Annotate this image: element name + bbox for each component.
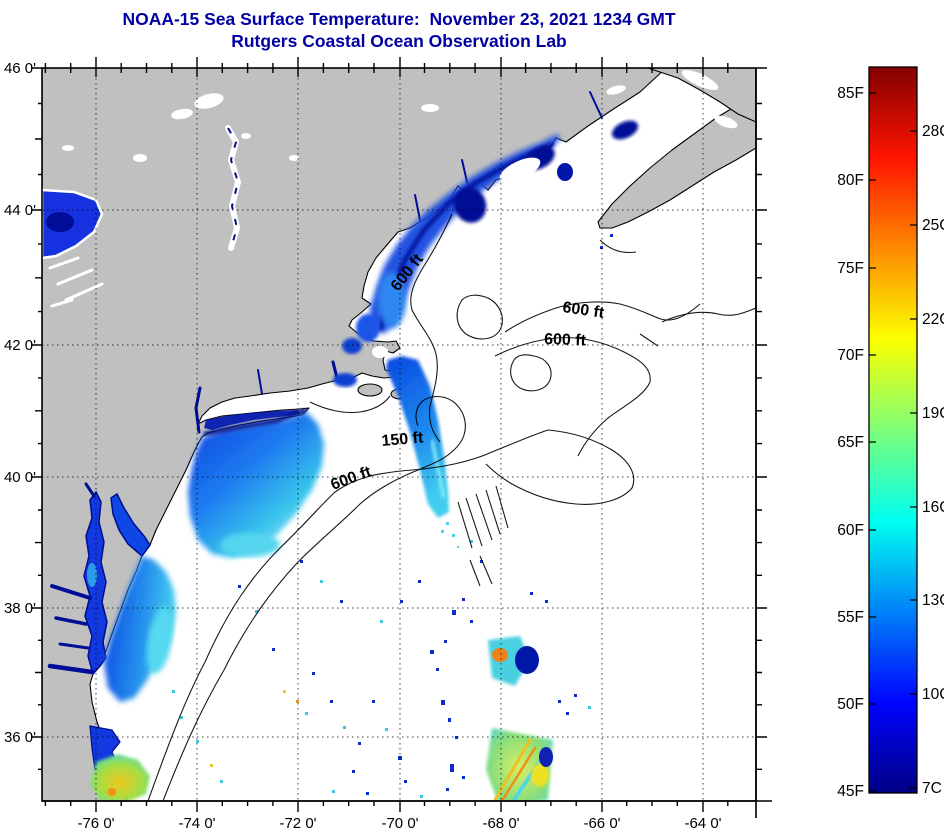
x-tick-label: -66 0' [583, 815, 620, 832]
sst-small-orange [492, 648, 508, 662]
sst-buzzards-bay [333, 373, 357, 387]
minas-basin [714, 115, 738, 129]
cloud-slashes [48, 256, 104, 308]
island-marthas-vineyard [357, 383, 383, 397]
lake-champlain-water [227, 127, 240, 249]
sst-hatteras-orange [108, 788, 116, 796]
colorbar-celsius-labels: 28C 25C 22C 19C 16C 13C 10C 7C [922, 123, 944, 797]
colorbar-c-label: 28C [922, 123, 944, 140]
contour-label-600ft-gulf-lower: 600 ft [544, 331, 587, 349]
colorbar-c-label: 13C [922, 592, 944, 609]
title-block: NOAA-15 Sea Surface Temperature: Novembe… [122, 9, 675, 51]
sst-speckles [172, 234, 613, 798]
sst-streaky-navy [539, 747, 553, 767]
sst-small-navy [515, 646, 539, 674]
contour-label-150ft: 150 ft [381, 429, 425, 450]
lake-ontario-cold-core [46, 212, 74, 232]
colorbar-ticks [869, 92, 917, 792]
colorbar-gradient [868, 66, 918, 794]
sst-penobscot-cold [453, 187, 487, 223]
colorbar-c-label: 22C [922, 311, 944, 328]
sst-plume-cyan-edge [220, 533, 280, 557]
sst-fundy-cold [611, 120, 639, 140]
y-tick-label: 42 0' [4, 337, 36, 354]
sst-ny-bight-plume [188, 412, 324, 558]
colorbar-f-label: 65F [837, 434, 864, 451]
y-tick-label: 38 0' [4, 600, 36, 617]
colorbar-f-label: 85F [837, 85, 864, 102]
colorbar-fahrenheit-labels: 85F 80F 75F 70F 65F 60F 55F 50F 45F [837, 85, 864, 800]
depth-contours [147, 213, 756, 801]
cape-cod-bay [372, 346, 388, 358]
x-tick-label: -64 0' [684, 815, 721, 832]
sst-cape-cod-bay-water [342, 338, 362, 354]
x-axis-labels: -76 0' -74 0' -72 0' -70 0' -68 0' -66 0… [77, 815, 721, 832]
axis-ticks [31, 57, 767, 812]
contour-label-600ft-gulf-upper: 600 ft [561, 299, 605, 322]
x-tick-label: -70 0' [381, 815, 418, 832]
axes-frame [41, 67, 772, 818]
northumberland-strait [681, 69, 719, 91]
colorbar-c-label: 19C [922, 405, 944, 422]
gridlines [42, 68, 756, 801]
y-tick-label: 46 0' [4, 60, 36, 77]
colorbar-f-label: 50F [837, 696, 864, 713]
land-cape-breton [647, 68, 756, 123]
y-axis-labels: 46 0' 44 0' 42 0' 40 0' 38 0' 36 0' [4, 60, 36, 746]
figure-subtitle: Rutgers Coastal Ocean Observation Lab [231, 31, 567, 51]
colorbar-c-label: 25C [922, 217, 944, 234]
y-tick-label: 36 0' [4, 729, 36, 746]
colorbar-f-label: 80F [837, 172, 864, 189]
sst-li-cold-fringe [203, 408, 307, 436]
chesapeake-tributaries [47, 91, 603, 675]
sst-group [90, 120, 639, 801]
colorbar: 85F 80F 75F 70F 65F 60F 55F 50F 45F 28C … [837, 66, 944, 800]
colorbar-f-label: 55F [837, 609, 864, 626]
colorbar-c-label: 16C [922, 499, 944, 516]
x-tick-label: -74 0' [178, 815, 215, 832]
sst-mass-bay [356, 314, 380, 342]
sst-swath-cyan-core [430, 439, 446, 499]
cloud-patches [48, 85, 626, 308]
chesapeake-mid-bay [87, 563, 97, 587]
colorbar-f-label: 45F [837, 783, 864, 800]
sst-delmarva-strip [104, 556, 176, 702]
colorbar-c-label: 10C [922, 686, 944, 703]
sst-grand-manan [557, 163, 573, 181]
map-plot: 600 ft 600 ft 600 ft 600 ft 150 ft -76 0… [4, 57, 772, 832]
sst-streaky-yellow [531, 763, 549, 787]
x-tick-label: -72 0' [279, 815, 316, 832]
x-tick-label: -68 0' [482, 815, 519, 832]
land-nova-scotia [597, 95, 756, 229]
colorbar-f-label: 70F [837, 347, 864, 364]
colorbar-c-label: 7C [922, 780, 942, 797]
long-island-sound [204, 410, 300, 430]
colorbar-f-label: 60F [837, 522, 864, 539]
y-tick-label: 44 0' [4, 202, 36, 219]
x-tick-label: -76 0' [77, 815, 114, 832]
sst-delmarva-cyan [146, 606, 174, 674]
colorbar-f-label: 75F [837, 260, 864, 277]
sst-maine-bright [378, 272, 406, 328]
figure-title: NOAA-15 Sea Surface Temperature: Novembe… [122, 9, 675, 29]
sst-hatteras-warm-patch [90, 754, 150, 801]
delaware-bay [110, 492, 151, 558]
y-tick-label: 40 0' [4, 469, 36, 486]
